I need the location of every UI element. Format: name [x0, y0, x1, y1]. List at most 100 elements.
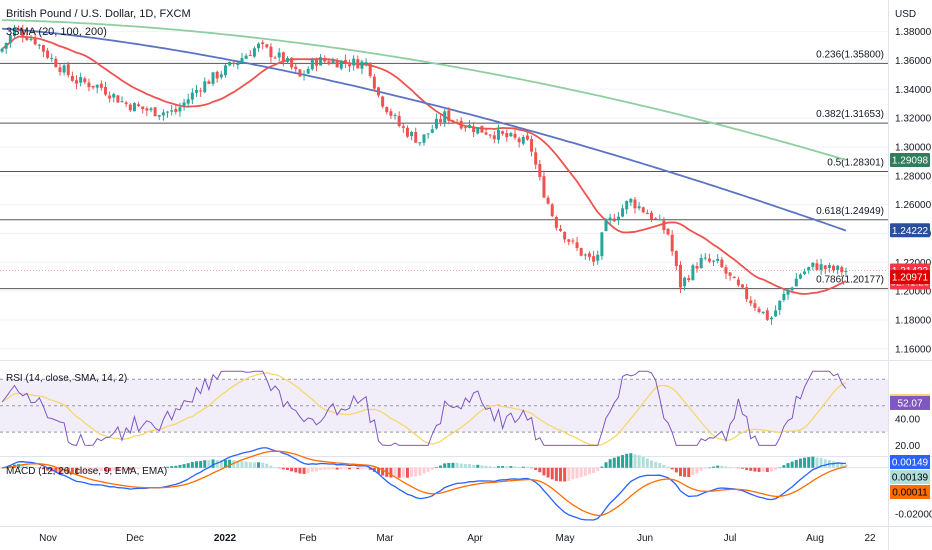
- macd-histogram-bar: [840, 463, 844, 468]
- candle-body: [716, 258, 720, 261]
- candle-body: [575, 242, 579, 248]
- candle-body: [116, 95, 120, 103]
- candle-body: [54, 58, 58, 68]
- time-tick-label: Nov: [39, 533, 57, 544]
- price-badge: [890, 270, 930, 285]
- candle-body: [418, 142, 422, 144]
- candle-body: [83, 78, 87, 83]
- candle-body: [124, 102, 128, 105]
- candle-body: [50, 57, 54, 59]
- macd-histogram-bar: [612, 457, 616, 468]
- candle-body: [178, 107, 182, 112]
- macd-histogram-bar: [281, 467, 285, 470]
- macd-histogram-bar: [70, 467, 74, 475]
- candle-body: [368, 62, 372, 77]
- macd-histogram-bar: [608, 459, 612, 468]
- candlestick-series[interactable]: [0, 24, 848, 325]
- price-tick-label: 1.28000: [895, 171, 932, 182]
- macd-histogram-bar: [257, 462, 261, 468]
- time-tick-label: Mar: [376, 533, 394, 544]
- candle-body: [112, 94, 116, 98]
- macd-histogram-bar: [476, 464, 480, 468]
- macd-histogram-bar: [174, 465, 178, 468]
- macd-histogram-bar: [596, 467, 600, 471]
- macd-badge-label: 0.00139: [892, 473, 929, 484]
- macd-histogram-bar: [844, 464, 848, 468]
- macd-histogram-bar: [236, 460, 240, 468]
- time-tick-label: 22: [864, 533, 876, 544]
- candle-body: [145, 108, 149, 111]
- candle-body: [29, 38, 33, 40]
- price-tick-label: 1.20000: [895, 287, 932, 298]
- macd-histogram-bar: [645, 458, 649, 468]
- macd-histogram-bar: [567, 467, 571, 481]
- price-tick-label: 1.38000: [895, 27, 932, 38]
- macd-histogram-bar: [832, 461, 836, 468]
- candle-body: [683, 277, 687, 287]
- candle-body: [757, 308, 761, 313]
- macd-histogram-bar: [410, 467, 414, 477]
- macd-histogram-bar: [728, 466, 732, 468]
- macd-histogram-bar: [207, 460, 211, 468]
- macd-badge: [890, 455, 930, 469]
- macd-histogram-bar: [327, 467, 331, 470]
- candle-body: [732, 276, 736, 279]
- macd-histogram-bar: [199, 461, 203, 468]
- candle-body: [658, 219, 662, 221]
- macd-histogram-bar: [534, 467, 538, 470]
- candle-body: [323, 58, 327, 62]
- candle-body: [261, 42, 265, 45]
- macd-histogram-bar: [707, 467, 711, 469]
- candle-body: [707, 258, 711, 262]
- macd-pane[interactable]: -0.02000 0.00149 0.00139 0.00011: [0, 447, 932, 521]
- macd-histogram-bar: [587, 467, 591, 475]
- candle-body: [654, 218, 658, 220]
- macd-histogram-bar: [803, 457, 807, 468]
- macd-histogram-bar: [182, 464, 186, 468]
- candle-body: [339, 60, 343, 69]
- macd-histogram-bar: [25, 465, 29, 468]
- candle-body: [832, 265, 836, 271]
- candle-body: [0, 48, 4, 52]
- candle-body: [4, 42, 8, 49]
- candle-body: [596, 254, 600, 261]
- candle-body: [281, 52, 285, 63]
- macd-histogram-bar: [650, 460, 654, 468]
- candle-body: [265, 44, 269, 48]
- macd-histogram-bar: [319, 467, 323, 471]
- candle-body: [91, 85, 95, 88]
- candle-body: [691, 265, 695, 280]
- candle-body: [807, 267, 811, 271]
- macd-histogram-bar: [753, 467, 757, 472]
- price-axis[interactable]: 1.38000 1.36000 1.34000 1.32000 1.30000 1.280…: [0, 27, 932, 355]
- macd-histogram-bar: [157, 467, 161, 469]
- candle-body: [761, 311, 765, 314]
- macd-title: MACD (12, 26, close, 9, EMA, EMA): [6, 466, 167, 477]
- candle-body: [459, 120, 463, 129]
- macd-histogram-bar: [794, 459, 798, 468]
- time-axis[interactable]: Nov Dec 2022 Feb Mar Apr May Jun Jul Aug 22: [39, 533, 876, 544]
- time-tick-label: Aug: [806, 533, 824, 544]
- macd-histogram-bar: [836, 462, 840, 468]
- candle-body: [501, 131, 505, 134]
- macd-histogram-bar: [732, 467, 736, 468]
- macd-tick-label: -0.02000: [895, 509, 932, 520]
- macd-histogram-bar: [720, 465, 724, 468]
- macd-histogram-bar: [765, 467, 769, 472]
- macd-histogram-bar: [563, 467, 567, 482]
- macd-histogram-bar: [37, 467, 41, 469]
- macd-histogram-bar: [807, 457, 811, 468]
- macd-histogram-bar: [161, 467, 165, 468]
- candle-body: [207, 81, 211, 84]
- price-badge: [890, 223, 930, 238]
- candle-body: [161, 112, 165, 116]
- rsi-title: RSI (14, close, SMA, 14, 2): [6, 373, 127, 384]
- candle-body: [70, 75, 74, 81]
- macd-histogram-bar: [211, 459, 215, 468]
- candle-body: [79, 77, 83, 83]
- macd-histogram-bar: [368, 467, 372, 470]
- candle-body: [720, 259, 724, 268]
- candle-body: [559, 228, 563, 231]
